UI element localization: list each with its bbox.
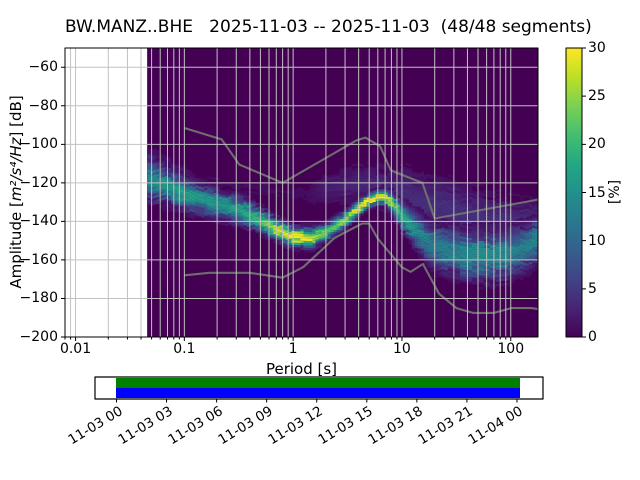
x-axis-label: Period [s] [265, 360, 338, 378]
y-tick-label: −80 [28, 97, 58, 114]
x-tick-label: 0.01 [59, 341, 92, 357]
plot-title: BW.MANZ..BHE 2025-11-03 -- 2025-11-03 (4… [65, 17, 592, 37]
y-tick-label: −120 [19, 174, 58, 191]
y-tick-label: −200 [19, 329, 58, 345]
x-tick-label: 10 [393, 341, 411, 357]
colorbar-tick-label: 30 [588, 40, 606, 56]
x-tick-label: 1 [288, 341, 298, 357]
colorbar-tick-label: 0 [588, 329, 597, 345]
y-tick-label: −60 [28, 59, 58, 76]
colorbar-tick-label: 10 [588, 232, 606, 249]
colorbar-tick-label: 5 [588, 280, 597, 297]
colorbar-tick-label: 20 [588, 136, 606, 153]
colorbar-label: [%] [607, 179, 623, 205]
y-tick-label: −100 [19, 136, 58, 153]
x-tick-label: 100 [497, 341, 525, 357]
colorbar-tick-label: 15 [588, 184, 606, 201]
y-tick-label: −140 [19, 213, 58, 230]
x-tick-label: 0.1 [173, 341, 196, 357]
y-tick-label: −160 [19, 251, 58, 268]
colorbar-tick-label: 25 [588, 88, 606, 105]
y-tick-label: −180 [19, 290, 58, 307]
